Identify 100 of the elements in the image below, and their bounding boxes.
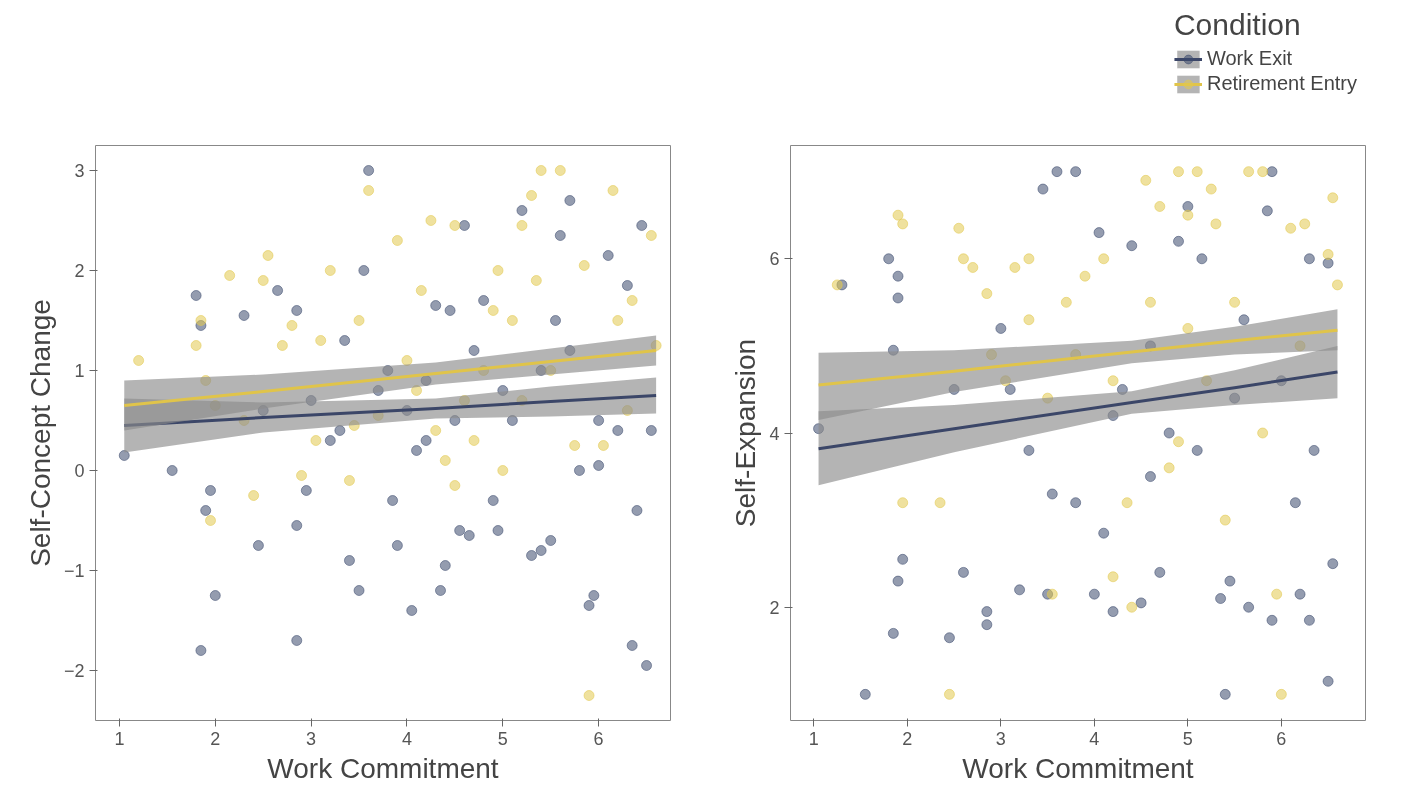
point: [1079, 270, 1091, 282]
point: [981, 619, 993, 631]
point: [943, 688, 955, 700]
point: [1303, 253, 1315, 265]
point: [1331, 279, 1343, 291]
point: [981, 606, 993, 618]
point: [1107, 571, 1119, 583]
point: [1163, 462, 1175, 474]
point: [1126, 601, 1138, 613]
point: [1154, 200, 1166, 212]
point: [943, 632, 955, 644]
x-tick-label: 1: [114, 728, 125, 749]
point: [492, 265, 504, 276]
point: [1098, 527, 1110, 539]
x-tick-label: 3: [995, 728, 1006, 749]
point: [430, 425, 442, 436]
point: [1182, 200, 1194, 212]
x-axis-title: Work Commitment: [962, 752, 1194, 784]
point: [578, 260, 590, 271]
point: [1173, 166, 1185, 178]
point: [1275, 688, 1287, 700]
point: [1009, 261, 1021, 273]
x-tick-label: 4: [401, 728, 412, 749]
point: [887, 627, 899, 639]
point: [353, 315, 365, 326]
point: [1224, 575, 1236, 587]
point: [262, 250, 274, 261]
y-tick-label: 0: [74, 461, 85, 481]
point: [1173, 235, 1185, 247]
y-tick-label: 6: [769, 249, 780, 270]
x-tick-label: 3: [306, 728, 317, 749]
y-tick-label: 2: [769, 597, 780, 618]
point: [1046, 488, 1058, 500]
point: [487, 305, 499, 316]
point: [626, 295, 638, 306]
point: [1121, 497, 1133, 509]
y-tick-label: 3: [74, 161, 85, 181]
point: [286, 320, 298, 331]
point: [1327, 192, 1339, 204]
point: [1215, 593, 1227, 605]
y-tick-label: 2: [74, 261, 85, 281]
point: [1023, 253, 1035, 265]
point: [957, 253, 969, 265]
point: [190, 340, 202, 351]
point: [583, 690, 595, 701]
point: [506, 315, 518, 326]
point: [1266, 614, 1278, 626]
point: [1243, 166, 1255, 178]
legend-label: Work Exit: [1206, 47, 1293, 70]
point: [425, 215, 437, 226]
point: [1051, 166, 1063, 178]
point: [892, 575, 904, 587]
point: [1144, 296, 1156, 308]
point: [449, 480, 461, 491]
y-axis-title: Self-Concept Change: [24, 299, 56, 567]
point: [401, 355, 413, 366]
legend-title: Condition: [1173, 8, 1302, 42]
point: [1289, 497, 1301, 509]
point: [1126, 240, 1138, 252]
point: [324, 265, 336, 276]
x-tick-label: 6: [593, 728, 604, 749]
y-tick-label: 1: [74, 361, 85, 381]
point: [468, 435, 480, 446]
line-series: [817, 328, 1339, 387]
point: [224, 270, 236, 281]
point: [391, 235, 403, 246]
point: [310, 435, 322, 446]
point: [1219, 514, 1231, 526]
point: [1210, 218, 1222, 230]
point: [1266, 166, 1278, 178]
point: [530, 275, 542, 286]
x-tick-label: 1: [808, 728, 819, 749]
point: [892, 209, 904, 221]
point: [1098, 253, 1110, 265]
y-tick-label: −1: [63, 561, 85, 581]
point: [1271, 588, 1283, 600]
point: [133, 355, 145, 366]
point: [1140, 174, 1152, 186]
point: [1023, 444, 1035, 456]
point: [535, 165, 547, 176]
point: [957, 566, 969, 578]
point: [1163, 427, 1175, 439]
point: [1191, 444, 1203, 456]
legend-label: Retirement Entry: [1206, 72, 1357, 95]
point: [1219, 688, 1231, 700]
point: [1046, 588, 1058, 600]
point: [1205, 183, 1217, 195]
point: [1285, 222, 1297, 234]
x-tick-label: 2: [902, 728, 913, 749]
point: [1060, 296, 1072, 308]
point: [315, 335, 327, 346]
point: [276, 340, 288, 351]
point: [554, 165, 566, 176]
point: [995, 322, 1007, 334]
x-tick-label: 2: [210, 728, 221, 749]
x-tick-label: 5: [1182, 728, 1193, 749]
point: [897, 218, 909, 230]
point: [1154, 566, 1166, 578]
point: [1327, 558, 1339, 570]
point: [1257, 427, 1269, 439]
